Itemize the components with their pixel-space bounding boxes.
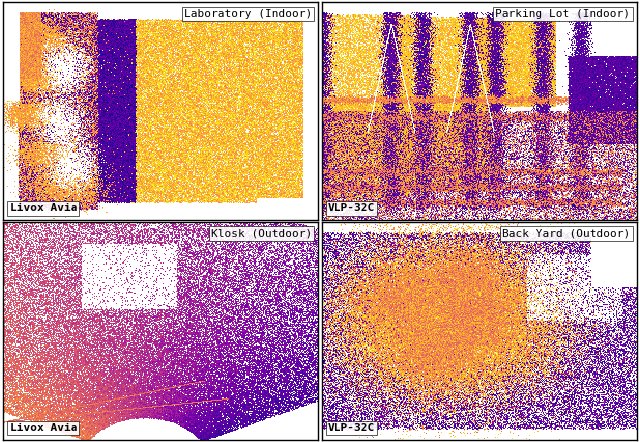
Text: Parking Lot (Indoor): Parking Lot (Indoor) <box>495 9 630 19</box>
Text: Back Yard (Outdoor): Back Yard (Outdoor) <box>502 229 630 239</box>
Text: VLP-32C: VLP-32C <box>328 203 375 213</box>
Text: Livox Avia: Livox Avia <box>10 423 77 433</box>
Text: Laboratory (Indoor): Laboratory (Indoor) <box>184 9 312 19</box>
Text: Klosk (Outdoor): Klosk (Outdoor) <box>211 229 312 239</box>
Text: Livox Avia: Livox Avia <box>10 203 77 213</box>
Text: VLP-32C: VLP-32C <box>328 423 375 433</box>
